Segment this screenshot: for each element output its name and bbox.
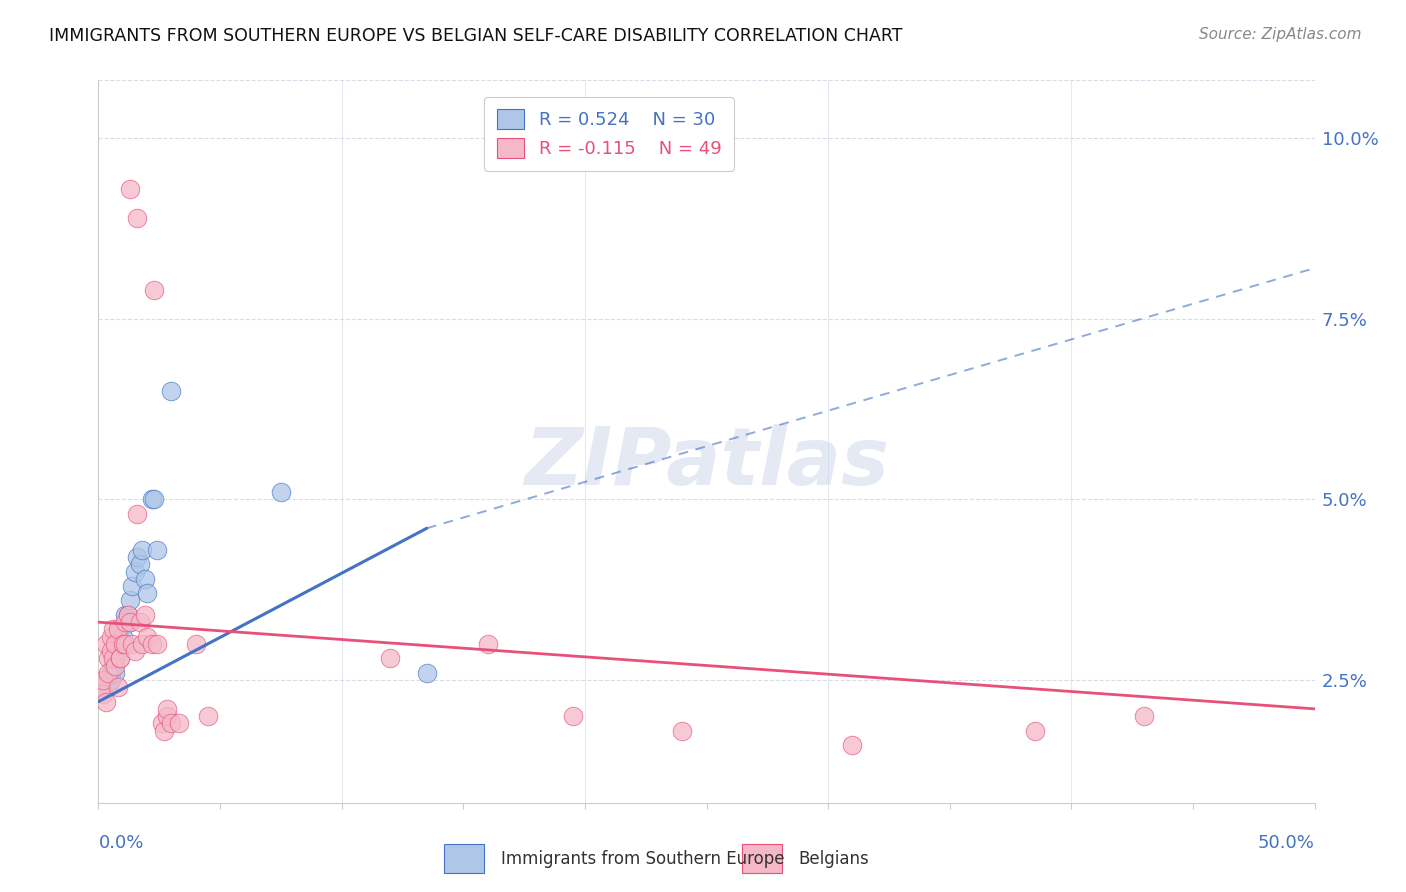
Point [155, 709, 177, 723]
Point [107, 623, 129, 637]
Point [104, 665, 127, 680]
Point [141, 637, 163, 651]
Point [136, 630, 159, 644]
Point [100, 665, 122, 680]
Point [127, 211, 149, 225]
Point [107, 637, 129, 651]
Point [110, 651, 132, 665]
Point [100, 630, 122, 644]
Point [104, 658, 127, 673]
Point [118, 615, 141, 630]
Point [110, 651, 132, 665]
Point [134, 607, 156, 622]
Point [127, 507, 149, 521]
Point [124, 644, 146, 658]
Point [146, 542, 169, 557]
Point [121, 637, 143, 651]
Point [90, 680, 112, 694]
Text: 0.0%: 0.0% [98, 834, 143, 852]
Point [416, 665, 439, 680]
Point [136, 586, 159, 600]
Point [118, 615, 141, 630]
Point [107, 644, 129, 658]
Point [160, 384, 183, 398]
FancyBboxPatch shape [742, 844, 782, 873]
Point [131, 542, 153, 557]
Point [270, 485, 292, 500]
Point [111, 637, 134, 651]
Point [146, 637, 169, 651]
Point [131, 637, 153, 651]
Point [671, 723, 693, 738]
Point [104, 637, 127, 651]
Point [117, 607, 139, 622]
Point [101, 651, 124, 665]
Point [128, 558, 150, 572]
Text: IMMIGRANTS FROM SOUTHERN EUROPE VS BELGIAN SELF-CARE DISABILITY CORRELATION CHAR: IMMIGRANTS FROM SOUTHERN EUROPE VS BELGI… [49, 27, 903, 45]
Point [1133, 709, 1156, 723]
Point [94, 637, 117, 651]
Point [197, 709, 219, 723]
FancyBboxPatch shape [444, 844, 484, 873]
Point [94, 673, 117, 687]
Point [114, 637, 136, 651]
Point [91, 687, 114, 701]
Point [118, 182, 141, 196]
Point [97, 680, 120, 694]
Point [124, 565, 146, 579]
Text: Source: ZipAtlas.com: Source: ZipAtlas.com [1198, 27, 1361, 42]
Text: Belgians: Belgians [799, 849, 869, 868]
Point [121, 579, 143, 593]
Point [91, 673, 114, 687]
Point [134, 572, 156, 586]
Legend: R = 0.524    N = 30, R = -0.115    N = 49: R = 0.524 N = 30, R = -0.115 N = 49 [485, 96, 734, 170]
Point [561, 709, 583, 723]
Point [127, 550, 149, 565]
Point [841, 738, 863, 752]
Point [155, 702, 177, 716]
Point [128, 615, 150, 630]
Point [143, 283, 166, 297]
Point [143, 492, 166, 507]
Point [101, 658, 124, 673]
Point [380, 651, 402, 665]
Point [153, 723, 176, 738]
Y-axis label: Self-Care Disability: Self-Care Disability [0, 363, 8, 520]
Text: Immigrants from Southern Europe: Immigrants from Southern Europe [501, 849, 785, 868]
Point [100, 673, 122, 687]
Point [91, 680, 114, 694]
Point [160, 716, 183, 731]
Text: ZIPatlas: ZIPatlas [524, 425, 889, 502]
Point [97, 651, 120, 665]
Point [107, 680, 129, 694]
Point [117, 607, 139, 622]
Point [184, 637, 207, 651]
Point [101, 623, 124, 637]
Point [110, 623, 132, 637]
Point [1024, 723, 1046, 738]
Point [141, 492, 163, 507]
Point [477, 637, 499, 651]
Point [104, 651, 127, 665]
Point [118, 593, 141, 607]
Point [150, 716, 173, 731]
Point [111, 630, 134, 644]
Point [111, 637, 134, 651]
Point [97, 665, 120, 680]
Point [94, 695, 117, 709]
Point [114, 607, 136, 622]
Point [100, 644, 122, 658]
Point [114, 615, 136, 630]
Text: 50.0%: 50.0% [1258, 834, 1315, 852]
Point [167, 716, 190, 731]
